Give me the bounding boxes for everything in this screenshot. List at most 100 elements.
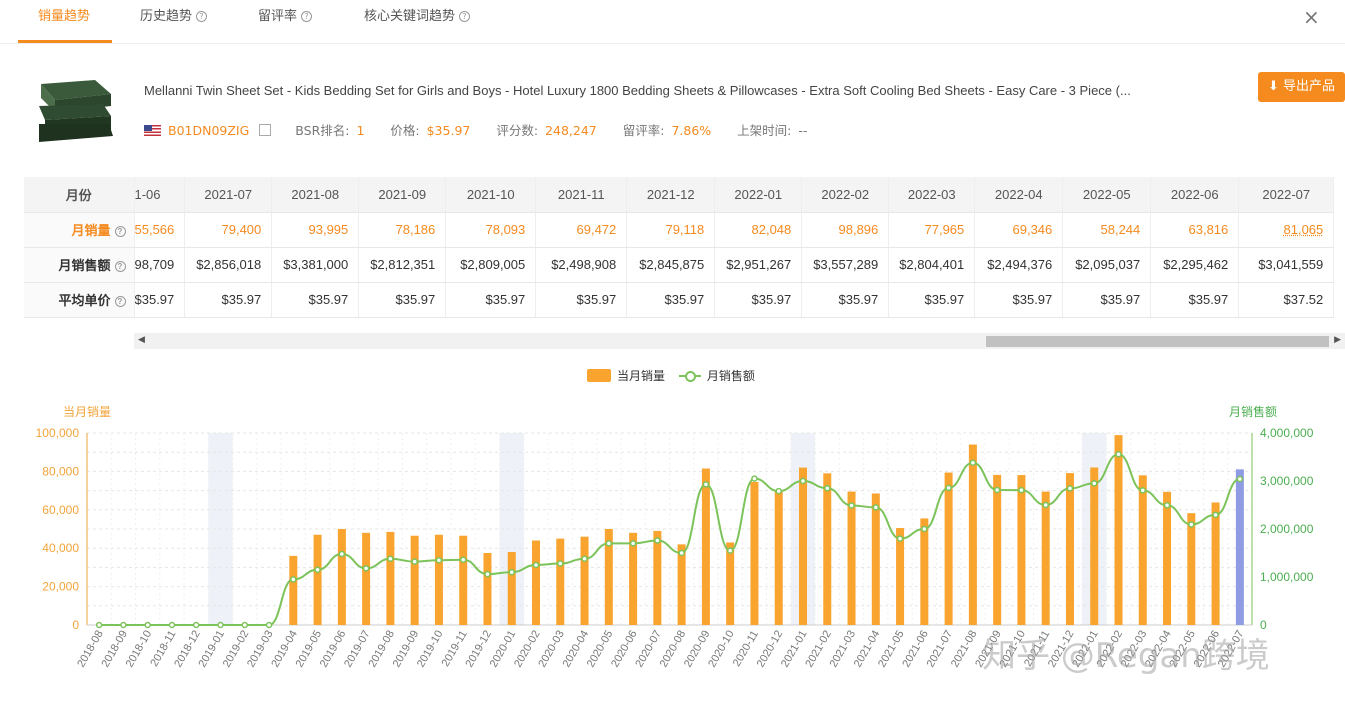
month-header: 2022-02 bbox=[801, 177, 890, 213]
line-point bbox=[290, 576, 297, 583]
table-cell: $35.97 bbox=[134, 282, 186, 318]
product-meta: B01DN09ZIG BSR排名: 1 价格: $35.97 评分数: 248,… bbox=[144, 120, 807, 139]
table-cell: 93,995 bbox=[271, 212, 360, 248]
chart-legend: 当月销量 月销售额 bbox=[587, 367, 755, 384]
active-tab-indicator bbox=[18, 40, 112, 43]
table-cell: 98,896 bbox=[801, 212, 890, 248]
line-point bbox=[557, 560, 564, 567]
right-tick-label: 1,000,000 bbox=[1260, 570, 1314, 584]
x-tick-label: 2020-02 bbox=[512, 629, 543, 670]
bar bbox=[1114, 435, 1123, 625]
table-cell: $2,804,401 bbox=[888, 247, 976, 283]
tab-sales-trend[interactable]: 销量趋势 bbox=[38, 9, 91, 24]
line-point bbox=[120, 621, 127, 629]
line-point bbox=[387, 555, 394, 563]
line-point bbox=[532, 561, 540, 569]
line-point bbox=[1236, 475, 1244, 483]
month-header: 2021-11 bbox=[535, 177, 628, 213]
table-cell: 69,472 bbox=[535, 212, 628, 248]
table-cell: $35.97 bbox=[714, 282, 803, 318]
tab-bar: 销量趋势 历史趋势? 留评率? 核心关键词趋势? bbox=[0, 0, 1345, 44]
table-cell: 58,244 bbox=[1062, 212, 1152, 248]
table-row: 平均单价? $35.97 $35.97 $35.97 $35.97 $35.97 $35.9… bbox=[24, 282, 1335, 318]
table-cell: $35.97 bbox=[358, 282, 447, 318]
bar bbox=[362, 532, 371, 625]
table-cell: $2,951,267 bbox=[714, 247, 803, 283]
row-label: 月销售额? bbox=[24, 247, 135, 283]
line-point bbox=[702, 481, 710, 488]
month-header: 2022-07 bbox=[1238, 177, 1335, 213]
month-header: 2022-01 bbox=[714, 177, 803, 213]
table-cell: $35.97 bbox=[888, 282, 976, 318]
right-tick-label: 2,000,000 bbox=[1260, 522, 1314, 536]
bar bbox=[1065, 473, 1074, 625]
download-icon: ⬇ bbox=[1267, 79, 1279, 94]
line-point bbox=[581, 555, 588, 563]
month-header: 2021-07 bbox=[184, 177, 273, 213]
bar bbox=[629, 532, 638, 625]
tab-keyword-trend[interactable]: 核心关键词趋势? bbox=[364, 0, 471, 44]
line-point bbox=[314, 566, 321, 574]
table-cell: $2,494,376 bbox=[974, 247, 1064, 283]
table-row: 月销量? 55,566 79,400 93,995 78,186 78,093 69,472… bbox=[24, 212, 1335, 248]
line-point bbox=[1066, 485, 1074, 492]
table-cell: 78,093 bbox=[445, 212, 537, 248]
scrollbar-thumb[interactable] bbox=[986, 336, 1329, 347]
help-icon: ? bbox=[196, 11, 208, 22]
tab-history-trend[interactable]: 历史趋势? bbox=[140, 0, 208, 44]
tab-review-rate[interactable]: 留评率? bbox=[258, 0, 313, 44]
bar bbox=[434, 534, 443, 625]
x-tick-label: 2018-09 bbox=[99, 629, 130, 670]
close-icon[interactable]: × bbox=[1303, 5, 1320, 29]
external-link-icon[interactable] bbox=[259, 124, 272, 136]
x-tick-label: 2019-04 bbox=[269, 629, 300, 670]
x-tick-label: 2019-03 bbox=[245, 629, 276, 670]
bar bbox=[726, 542, 735, 625]
line-point bbox=[508, 568, 515, 576]
x-tick-label: 2021-07 bbox=[925, 629, 956, 670]
product-title[interactable]: Mellanni Twin Sheet Set - Kids Bedding S… bbox=[144, 83, 1131, 98]
table-cell: 77,965 bbox=[888, 212, 976, 248]
legend-swatch-bar[interactable] bbox=[587, 369, 611, 382]
table-cell[interactable]: 81,065 bbox=[1238, 212, 1335, 248]
line-point bbox=[993, 486, 1001, 494]
scroll-left-arrow-icon[interactable]: ◀ bbox=[138, 335, 145, 345]
line-point bbox=[872, 504, 880, 511]
x-tick-label: 2019-07 bbox=[342, 629, 373, 670]
bar bbox=[920, 518, 929, 625]
line-point bbox=[95, 621, 103, 629]
shaded-band bbox=[208, 433, 233, 625]
help-icon: ? bbox=[114, 296, 126, 307]
x-tick-label: 2018-11 bbox=[148, 629, 178, 669]
export-product-button[interactable]: ⬇ 导出产品 bbox=[1258, 72, 1345, 102]
asin-link[interactable]: B01DN09ZIG bbox=[168, 123, 250, 138]
bar bbox=[337, 529, 346, 625]
x-tick-label: 2021-03 bbox=[828, 629, 859, 670]
line-point bbox=[265, 621, 273, 629]
month-header: 2022-03 bbox=[888, 177, 976, 213]
table-cell: $2,812,351 bbox=[358, 247, 447, 283]
bar bbox=[871, 493, 880, 625]
x-tick-label: 2019-06 bbox=[318, 629, 349, 670]
x-tick-label: 2019-11 bbox=[440, 629, 470, 669]
month-header: 2021-09 bbox=[358, 177, 447, 213]
x-tick-label: 2020-12 bbox=[755, 629, 786, 670]
scroll-right-arrow-icon[interactable]: ▶ bbox=[1334, 335, 1341, 345]
shaded-band bbox=[790, 433, 816, 625]
legend-swatch-line[interactable] bbox=[678, 371, 701, 382]
x-tick-label: 2020-08 bbox=[658, 629, 689, 670]
help-icon: ? bbox=[114, 261, 126, 272]
line-point bbox=[435, 556, 443, 564]
bar bbox=[750, 481, 759, 625]
x-tick-label: 2019-12 bbox=[463, 629, 494, 670]
line-point bbox=[726, 547, 734, 554]
line-point bbox=[678, 549, 685, 557]
row-label: 月销量? bbox=[24, 212, 135, 248]
table-horizontal-scrollbar[interactable]: ◀ ▶ bbox=[134, 333, 1345, 349]
table-cell: $35.97 bbox=[974, 282, 1064, 318]
row-label: 平均单价? bbox=[24, 282, 135, 318]
line-point bbox=[896, 535, 904, 542]
line-point bbox=[338, 550, 346, 558]
x-tick-label: 2020-05 bbox=[585, 629, 616, 670]
line-point bbox=[411, 558, 418, 565]
